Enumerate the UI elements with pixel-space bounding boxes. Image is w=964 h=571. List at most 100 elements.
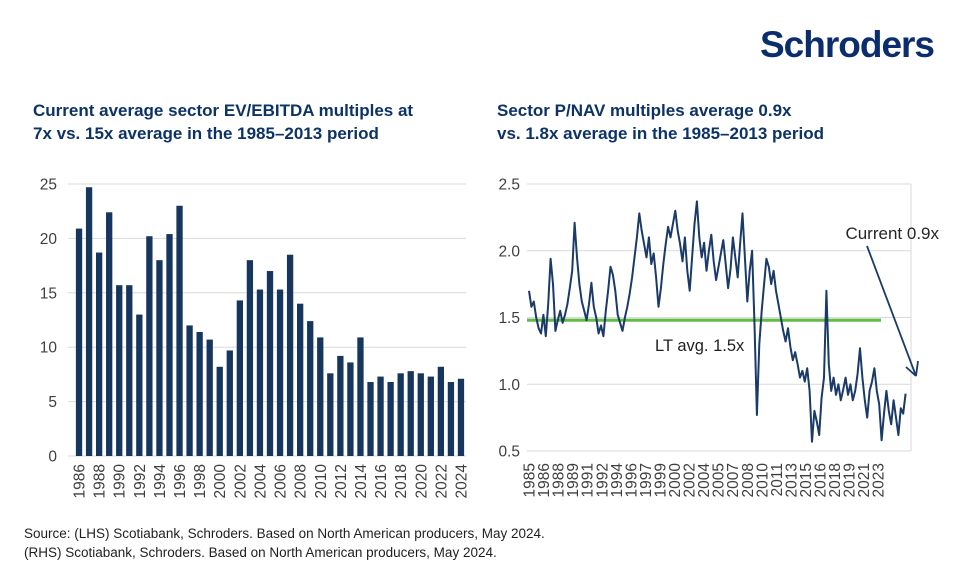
x-tick-label: 2002 [232,464,249,498]
x-tick-label: 2021 [856,463,873,497]
x-tick-label: 1988 [92,464,109,498]
x-tick-label: 1997 [638,463,655,497]
bar-2001 [226,350,233,456]
bar-2009 [307,321,314,456]
bar-2021 [427,376,434,456]
x-tick-label: 1990 [112,464,129,499]
lt-avg-label: LT avg. 1.5x [655,337,745,355]
rhs-title-line1: Sector P/NAV multiples average 0.9x [497,101,792,120]
y-tick-label: 25 [40,177,57,194]
y-tick-label: 1.5 [498,310,520,327]
x-tick-label: 1992 [594,463,611,497]
x-tick-label: 2005 [711,463,728,497]
bar-2019 [407,371,414,456]
bar-2014 [357,337,364,456]
x-tick-label: 2024 [453,464,470,499]
x-tick-label: 2004 [696,463,713,498]
x-tick-label: 2022 [433,464,450,498]
x-tick-label: 1986 [536,463,553,497]
bar-2008 [297,303,304,456]
x-tick-label: 2010 [313,464,330,499]
x-tick-label: 2020 [413,464,430,499]
lhs-title-line1: Current average sector EV/EBITDA multipl… [33,101,414,120]
bar-2011 [327,373,334,456]
bar-1994 [156,260,163,456]
y-tick-label: 20 [40,231,58,248]
x-tick-label: 2000 [667,463,684,498]
x-tick-label: 2016 [373,464,390,498]
bar-1999 [206,339,213,456]
bar-2015 [367,382,374,456]
source-line2: (RHS) Scotiabank, Schroders. Based on No… [24,545,497,560]
bar-2005 [266,271,274,456]
bar-2023 [447,382,455,456]
source-note: Source: (LHS) Scotiabank, Schroders. Bas… [24,524,545,562]
bar-2004 [256,289,264,456]
x-tick-label: 1994 [609,463,626,498]
bar-2017 [387,382,394,456]
bar-2012 [337,355,344,456]
x-tick-label: 2015 [798,463,815,497]
x-tick-label: 2018 [827,463,844,497]
y-tick-label: 10 [40,340,58,357]
bar-1991 [126,285,133,456]
x-tick-label: 2000 [212,464,229,499]
schroders-logo: Schroders [760,24,935,65]
x-tick-label: 2004 [252,464,269,499]
x-tick-label: 1996 [172,464,189,498]
rhs-title-line2: vs. 1.8x average in the 1985–2013 period [497,124,824,143]
x-tick-label: 2018 [393,464,410,498]
bar-2024 [457,378,465,456]
bar-1998 [196,331,203,456]
pnav-line-chart: 2.52.01.51.00.51985198619881989199119921… [498,177,939,498]
bar-2006 [276,289,284,456]
x-tick-label: 2013 [783,463,800,497]
bar-1992 [136,314,143,456]
bar-1996 [176,205,183,456]
bar-1995 [166,234,173,456]
rhs-chart-title: Sector P/NAV multiples average 0.9x vs. … [497,99,937,145]
x-tick-label: 2008 [293,464,310,498]
y-tick-label: 2.5 [498,177,520,194]
x-tick-label: 1999 [652,463,669,497]
x-tick-label: 2014 [353,464,370,499]
x-tick-label: 2023 [871,463,888,497]
current-value-label: Current 0.9x [845,224,939,243]
x-tick-label: 2006 [273,464,290,498]
y-tick-label: 15 [40,285,57,302]
x-tick-label: 2008 [740,463,757,497]
x-tick-label: 2002 [682,463,699,497]
x-tick-label: 1994 [152,464,169,499]
x-tick-label: 1998 [192,464,209,498]
lhs-chart-title: Current average sector EV/EBITDA multipl… [33,99,463,145]
x-tick-label: 2011 [769,463,786,496]
x-tick-label: 1991 [580,463,597,497]
y-tick-label: 5 [48,394,57,411]
x-tick-label: 1988 [551,463,568,497]
bar-2000 [216,366,223,456]
x-tick-label: 2019 [842,463,859,497]
bar-2007 [286,254,294,456]
bar-1993 [146,236,153,456]
current-value-arrow [866,245,919,377]
x-tick-label: 1989 [565,463,582,497]
bar-1989 [106,212,113,456]
pnav-series-line [528,200,907,443]
x-tick-label: 1992 [132,464,149,498]
bar-1990 [116,285,123,456]
lhs-title-line2: 7x vs. 15x average in the 1985–2013 peri… [33,124,379,143]
y-tick-label: 0 [48,449,57,466]
bar-2020 [417,373,424,456]
bar-1988 [95,252,103,456]
y-tick-label: 1.0 [498,377,520,394]
y-tick-label: 0.5 [498,444,520,461]
source-line1: Source: (LHS) Scotiabank, Schroders. Bas… [24,526,545,541]
bar-1987 [85,187,93,456]
bar-2013 [347,362,354,456]
bar-2003 [246,260,254,456]
x-tick-label: 2010 [754,463,771,498]
x-tick-label: 2016 [813,463,830,497]
bar-2002 [236,300,243,456]
